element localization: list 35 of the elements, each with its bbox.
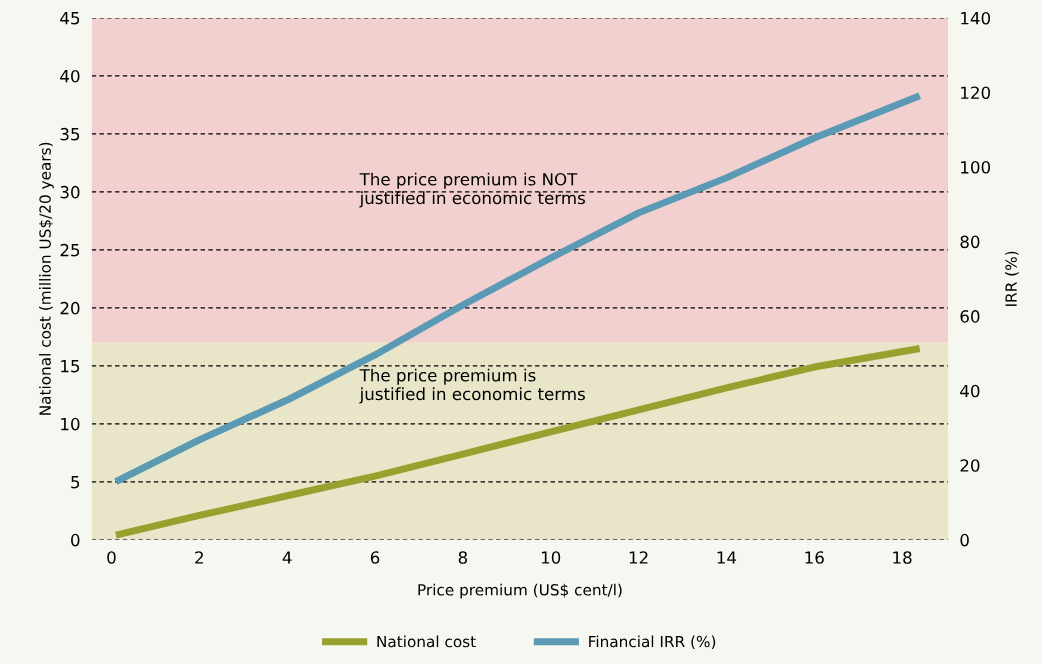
y-tick-label: 40 (60, 69, 80, 83)
y-tick-label: 45 (60, 12, 80, 25)
y2-tick-label: 120 (961, 86, 991, 100)
band-label: The price premium is justified in economic terms (359, 368, 585, 404)
y2-tick-label: 0 (960, 533, 969, 547)
y-tick-label: 0 (71, 533, 80, 547)
legend-label: Financial IRR (%) (589, 635, 716, 650)
y-tick-label: 15 (61, 360, 80, 373)
x-axis-title: Price premium (US$ cent/l) (418, 583, 622, 599)
y-tick-label: 25 (60, 243, 80, 257)
y-tick-label: 5 (71, 476, 80, 489)
y2-axis-title: IRR (%) (1005, 251, 1019, 306)
legend-label: National cost (377, 635, 476, 648)
y-axis-title: National cost (million US$/20 years) (39, 142, 54, 415)
x-tick-label: 2 (195, 551, 203, 564)
y-tick-label: 30 (60, 185, 80, 199)
x-tick-label: 10 (541, 551, 561, 564)
x-tick-label: 0 (107, 551, 116, 564)
x-tick-label: 4 (282, 551, 292, 564)
x-tick-label: 14 (717, 551, 737, 564)
y2-tick-label: 40 (960, 384, 980, 398)
y2-tick-label: 20 (960, 459, 980, 472)
y-tick-label: 35 (60, 127, 80, 141)
x-tick-label: 8 (458, 551, 468, 564)
x-tick-label: 16 (805, 551, 824, 564)
x-tick-label: 12 (629, 551, 648, 564)
y2-tick-label: 140 (961, 11, 991, 25)
y-tick-label: 10 (61, 417, 80, 431)
x-tick-label: 18 (893, 551, 912, 564)
y2-tick-label: 80 (960, 235, 980, 249)
band-label: The price premium is NOT justified in economic terms (359, 172, 585, 208)
x-tick-label: 6 (370, 551, 380, 564)
y-tick-label: 20 (60, 301, 80, 315)
y2-tick-label: 60 (960, 310, 980, 323)
y2-tick-label: 100 (961, 161, 991, 174)
